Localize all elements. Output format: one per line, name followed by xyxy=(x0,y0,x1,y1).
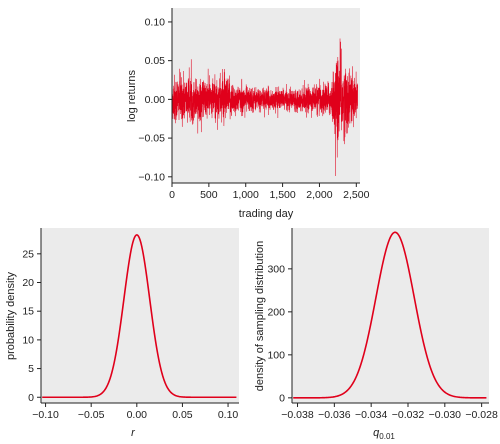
density-x-ticks: −0.10 −0.05 0.00 0.05 0.10 xyxy=(32,403,238,421)
density-y-tick-label: 5 xyxy=(28,363,34,375)
sampling-x-title-sub: 0.01 xyxy=(379,432,395,441)
returns-x-ticks: 0 500 1,000 1,500 2,000 2,500 xyxy=(169,183,370,201)
sampling-y-tick-label: 200 xyxy=(267,306,285,318)
sampling-y-tick-label: 300 xyxy=(267,263,285,275)
density-x-tick-label: −0.05 xyxy=(78,409,105,421)
density-x-tick-label: −0.10 xyxy=(32,409,59,421)
sampling-plot-area xyxy=(292,228,489,403)
returns-x-tick-label: 1,500 xyxy=(269,189,295,201)
sampling-y-tick-label: 0 xyxy=(279,392,285,404)
sampling-x-tick-label: −0.036 xyxy=(318,409,351,421)
returns-y-tick-label: 0.05 xyxy=(145,55,166,67)
sampling-x-ticks: −0.038 −0.036 −0.034 −0.032 −0.030 −0.028 xyxy=(281,403,498,421)
returns-x-tick-label: 2,000 xyxy=(306,189,332,201)
density-x-tick-label: 0.00 xyxy=(127,409,148,421)
density-x-title: r xyxy=(131,427,136,439)
sampling-y-ticks: 0 100 200 300 xyxy=(267,263,292,404)
sampling-chart: −0.038 −0.036 −0.034 −0.032 −0.030 −0.028 0 10… xyxy=(254,228,498,441)
sampling-x-title: q0.01 xyxy=(373,427,395,441)
returns-x-tick-label: 0 xyxy=(169,189,175,201)
sampling-x-tick-label: −0.038 xyxy=(281,409,314,421)
returns-series-line xyxy=(171,38,358,177)
density-y-ticks: 0 5 10 15 20 25 xyxy=(22,248,41,404)
density-curve xyxy=(42,234,237,399)
sampling-x-tick-label: −0.030 xyxy=(429,409,462,421)
density-y-tick-label: 0 xyxy=(28,392,34,404)
returns-x-title: trading day xyxy=(239,208,294,220)
density-y-tick-label: 25 xyxy=(22,248,34,260)
returns-y-tick-label: 0.10 xyxy=(145,16,166,28)
density-y-tick-label: 15 xyxy=(22,306,34,318)
sampling-y-tick-label: 100 xyxy=(267,349,285,361)
returns-y-tick-label: −0.10 xyxy=(138,171,165,183)
density-x-tick-label: 0.05 xyxy=(172,409,193,421)
sampling-curve xyxy=(293,231,487,399)
returns-y-ticks: −0.10 −0.05 0.00 0.05 0.10 xyxy=(138,16,172,183)
returns-y-tick-label: −0.05 xyxy=(138,133,165,145)
returns-y-tick-label: 0.00 xyxy=(145,94,166,106)
density-plot-area xyxy=(41,228,239,403)
returns-x-tick-label: 1,000 xyxy=(233,189,259,201)
returns-x-tick-label: 2,500 xyxy=(343,189,369,201)
density-y-title: probability density xyxy=(5,271,17,360)
sampling-x-tick-label: −0.028 xyxy=(465,409,498,421)
sampling-y-title: density of sampling distribution xyxy=(254,241,266,391)
density-y-tick-label: 10 xyxy=(22,334,34,346)
sampling-x-tick-label: −0.032 xyxy=(392,409,425,421)
sampling-x-title-main: q xyxy=(373,427,380,439)
density-y-tick-label: 20 xyxy=(22,277,34,289)
density-chart: −0.10 −0.05 0.00 0.05 0.10 0 5 10 15 20 25 r prob… xyxy=(5,228,239,439)
returns-x-tick-label: 500 xyxy=(200,189,218,201)
density-x-tick-label: 0.10 xyxy=(218,409,239,421)
returns-chart: 0 500 1,000 1,500 2,000 2,500 −0.10 −0.05 0.00 0… xyxy=(126,8,370,220)
returns-y-title: log returns xyxy=(126,70,138,122)
sampling-x-tick-label: −0.034 xyxy=(355,409,388,421)
